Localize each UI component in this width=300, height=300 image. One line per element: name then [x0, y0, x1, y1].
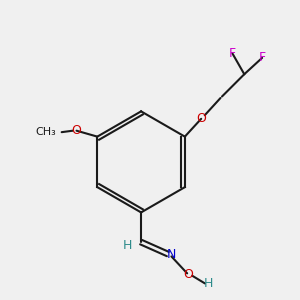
Text: O: O [72, 124, 82, 137]
Text: O: O [184, 268, 194, 281]
Text: CH₃: CH₃ [35, 127, 56, 137]
Text: O: O [196, 112, 206, 125]
Text: H: H [123, 238, 132, 252]
Text: F: F [229, 47, 236, 60]
Text: N: N [167, 248, 176, 260]
Text: H: H [204, 277, 214, 290]
Text: F: F [259, 51, 266, 64]
